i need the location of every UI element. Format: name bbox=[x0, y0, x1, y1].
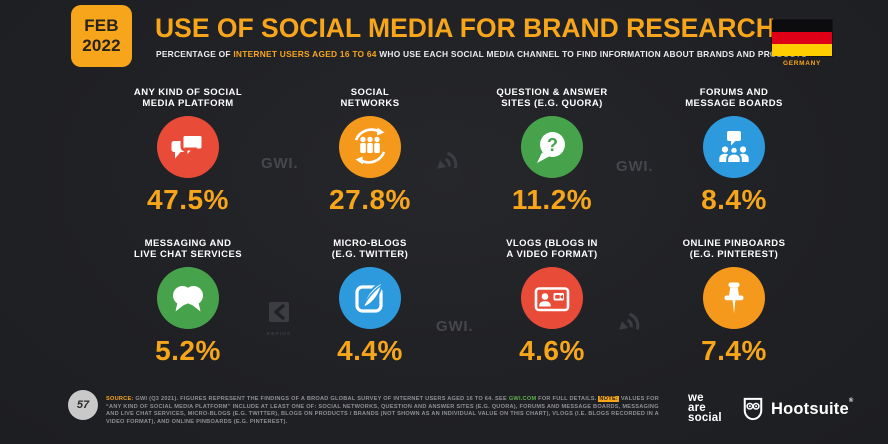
stat-card-title: ONLINE PINBOARDS (E.G. PINTEREST) bbox=[682, 238, 786, 260]
pushpin-icon bbox=[703, 267, 765, 329]
stat-value: 11.2% bbox=[511, 184, 593, 215]
stat-card-any-social-media: ANY KIND OF SOCIAL MEDIA PLATFORM 47.5% bbox=[97, 86, 279, 218]
registered-mark: ® bbox=[848, 398, 854, 404]
date-badge: FEB 2022 bbox=[71, 5, 132, 67]
stat-value: 5.2% bbox=[155, 335, 221, 366]
gwi-watermark: GWI. bbox=[616, 158, 654, 175]
stat-value: 4.6% bbox=[519, 335, 585, 366]
owl-icon bbox=[743, 397, 763, 421]
kepios-watermark-icon: KEPIOS bbox=[262, 300, 296, 336]
datareportal-watermark-icon bbox=[436, 142, 472, 181]
stat-card-title: MESSAGING AND LIVE CHAT SERVICES bbox=[133, 238, 243, 260]
source-label: SOURCE: bbox=[106, 396, 134, 402]
stat-card-social-networks: SOCIAL NETWORKS 27.8% bbox=[279, 86, 461, 218]
source-link: GWI.COM bbox=[508, 396, 537, 402]
germany-flag-icon bbox=[772, 20, 832, 56]
stat-card-title: QUESTION & ANSWER SITES (E.G. QUORA) bbox=[496, 87, 608, 109]
stat-card-title: VLOGS (BLOGS IN A VIDEO FORMAT) bbox=[506, 238, 598, 260]
page-number-badge: 57 bbox=[68, 390, 98, 420]
stat-card-title: FORUMS AND MESSAGE BOARDS bbox=[685, 87, 783, 109]
subtitle-highlight: INTERNET USERS AGED 16 TO 64 bbox=[233, 49, 377, 59]
stat-card-question-answer-sites: QUESTION & ANSWER SITES (E.G. QUORA) ? 1… bbox=[461, 86, 643, 218]
stat-card-title: ANY KIND OF SOCIAL MEDIA PLATFORM bbox=[133, 87, 243, 109]
we-are-social-logo: we are social bbox=[688, 392, 722, 424]
datareportal-watermark-icon bbox=[618, 303, 654, 342]
stat-card-title: SOCIAL NETWORKS bbox=[340, 87, 400, 109]
people-network-icon bbox=[339, 116, 401, 178]
flag-stripe-gold bbox=[772, 44, 832, 56]
stat-value: 7.4% bbox=[701, 335, 767, 366]
kepios-watermark-label: KEPIOS bbox=[266, 331, 292, 336]
gwi-watermark: GWI. bbox=[261, 155, 299, 172]
stat-card-title: MICRO-BLOGS (E.G. TWITTER) bbox=[331, 238, 409, 260]
hootsuite-wordmark: Hootsuite® bbox=[771, 398, 854, 418]
source-note: SOURCE: GWI (Q3 2021). FIGURES REPRESENT… bbox=[106, 396, 659, 425]
stat-card-messaging-live-chat: MESSAGING AND LIVE CHAT SERVICES 5.2% bbox=[97, 237, 279, 369]
vlog-card-icon bbox=[521, 267, 583, 329]
stat-card-micro-blogs: MICRO-BLOGS (E.G. TWITTER) 4.4% bbox=[279, 237, 461, 369]
page-subtitle: PERCENTAGE OF INTERNET USERS AGED 16 TO … bbox=[156, 49, 807, 59]
flag-stripe-black bbox=[772, 20, 832, 32]
stat-value: 27.8% bbox=[329, 184, 411, 215]
stat-value: 4.4% bbox=[337, 335, 403, 366]
stat-value: 8.4% bbox=[701, 184, 767, 215]
chat-bubbles-icon bbox=[157, 116, 219, 178]
page-title: USE OF SOCIAL MEDIA FOR BRAND RESEARCH bbox=[155, 13, 775, 43]
forum-people-icon bbox=[703, 116, 765, 178]
country-label: GERMANY bbox=[782, 60, 822, 67]
stat-card-vlogs: VLOGS (BLOGS IN A VIDEO FORMAT) 4.6% bbox=[461, 237, 643, 369]
country-indicator: GERMANY bbox=[772, 20, 832, 67]
stat-card-online-pinboards: ONLINE PINBOARDS (E.G. PINTEREST) 7.4% bbox=[643, 237, 825, 369]
quill-compose-icon bbox=[339, 267, 401, 329]
gwi-watermark: GWI. bbox=[436, 318, 474, 335]
messaging-bubbles-icon bbox=[157, 267, 219, 329]
hootsuite-logo: Hootsuite® bbox=[742, 395, 854, 423]
question-bubble-icon: ? bbox=[521, 116, 583, 178]
note-label: NOTE: bbox=[598, 396, 620, 402]
stat-card-forums-message-boards: FORUMS AND MESSAGE BOARDS 8.4% bbox=[643, 86, 825, 218]
svg-text:?: ? bbox=[547, 135, 558, 155]
stat-value: 47.5% bbox=[147, 184, 229, 215]
flag-stripe-red bbox=[772, 32, 832, 44]
